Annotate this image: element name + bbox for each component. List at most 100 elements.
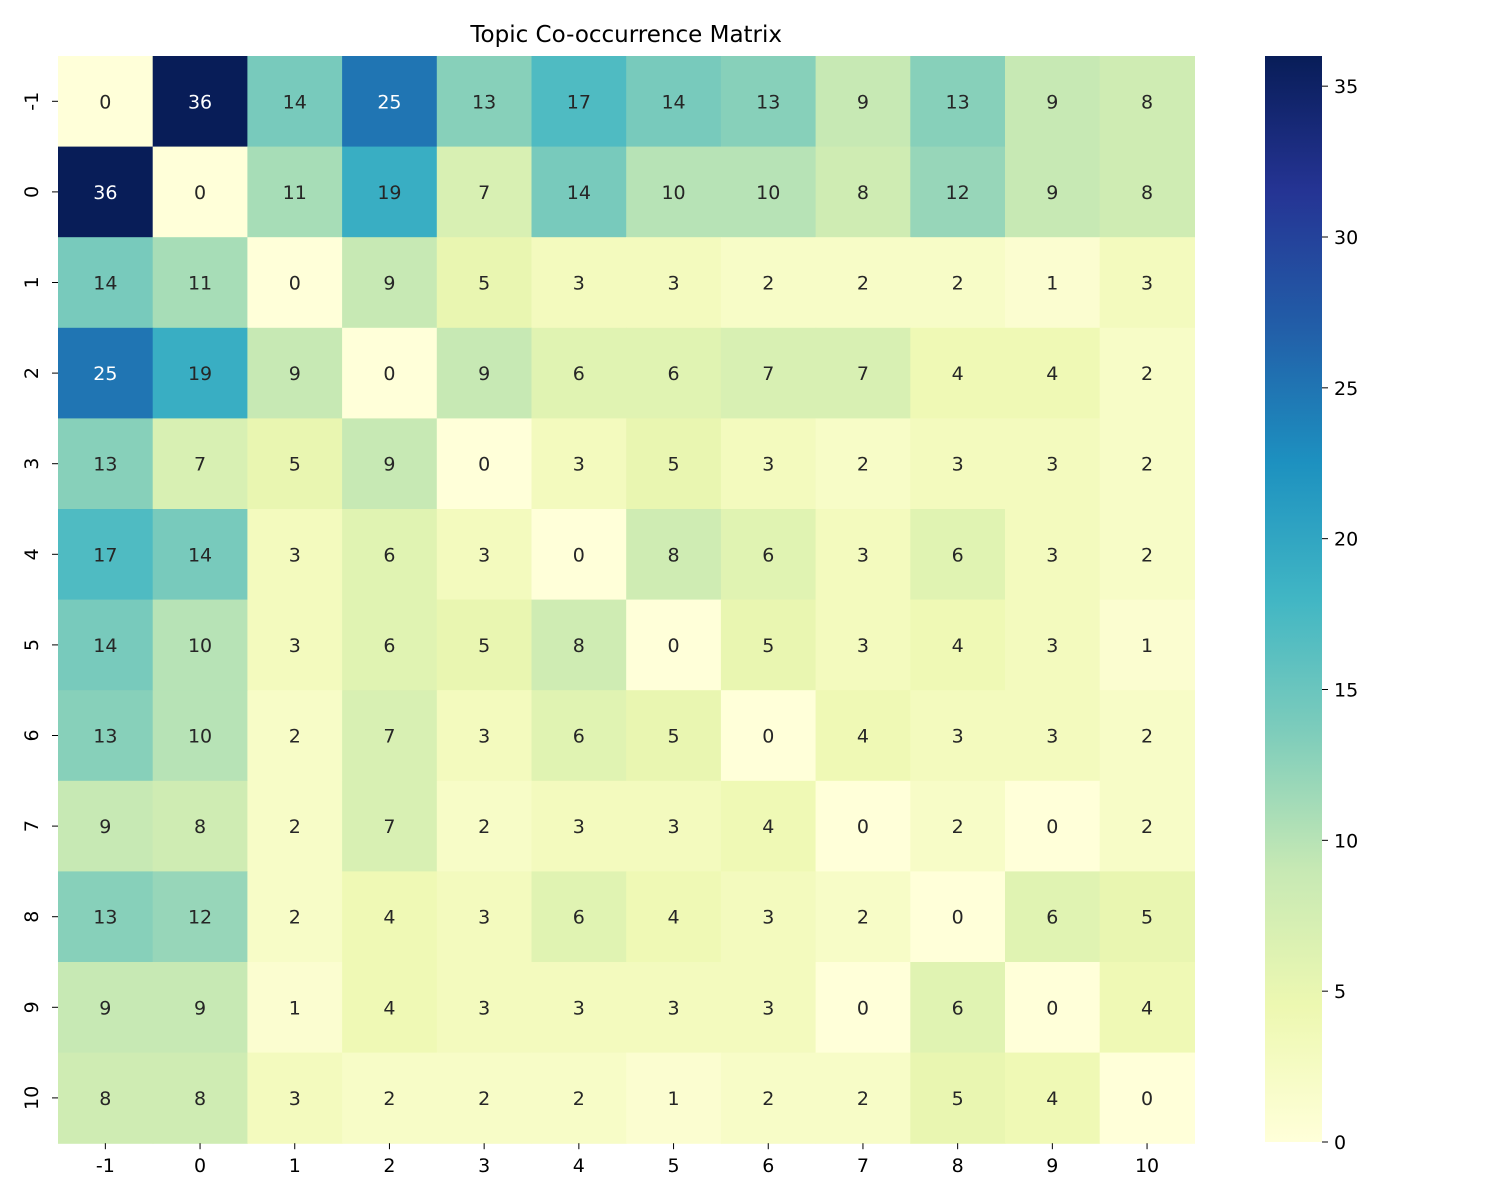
heatmap-cell	[342, 327, 438, 419]
colorbar-tick-label: 5	[1334, 981, 1346, 1003]
heatmap-cell	[1005, 962, 1101, 1054]
heatmap-cell	[342, 690, 438, 782]
cell-value-label: 2	[289, 907, 301, 929]
heatmap-cell	[1099, 509, 1195, 601]
heatmap-cell	[720, 509, 817, 601]
heatmap-cell	[815, 871, 911, 963]
cell-value-label: 4	[762, 816, 774, 838]
cell-value-label: 3	[762, 997, 774, 1019]
cell-value-label: 5	[478, 273, 490, 295]
cell-value-label: 0	[1046, 816, 1058, 838]
heatmap-cell	[1005, 780, 1101, 872]
cell-value-label: 12	[946, 182, 970, 204]
heatmap-cell	[626, 146, 722, 238]
cell-value-label: 1	[1046, 273, 1058, 295]
cell-value-label: 5	[952, 1088, 964, 1110]
cell-value-label: 0	[99, 91, 111, 113]
cell-value-label: 7	[194, 454, 206, 476]
heatmap-cell	[1099, 871, 1195, 963]
cell-value-label: 25	[93, 363, 117, 385]
colorbar-tick-label: 10	[1334, 830, 1358, 852]
y-tick-label: 1	[21, 276, 43, 288]
heatmap-cell	[815, 327, 911, 419]
heatmap-cell	[815, 690, 911, 782]
heatmap-cells	[58, 56, 1195, 1144]
heatmap-cell	[152, 1052, 248, 1144]
colorbar-tick-label: 0	[1334, 1132, 1346, 1154]
cell-value-label: 8	[573, 635, 585, 657]
cell-value-label: 14	[188, 544, 212, 566]
cell-value-label: 8	[99, 1088, 111, 1110]
x-tick-label: 8	[952, 1155, 964, 1177]
heatmap-cell	[436, 962, 533, 1054]
cell-value-label: 8	[194, 1088, 206, 1110]
heatmap-cell	[58, 599, 154, 691]
heatmap-cell	[436, 327, 533, 419]
cell-value-label: 14	[93, 635, 117, 657]
cell-value-label: 3	[289, 635, 301, 657]
heatmap-cell	[1099, 1052, 1195, 1144]
heatmap-cell	[626, 418, 722, 510]
cell-value-label: 4	[1046, 1088, 1058, 1110]
heatmap-cell	[58, 962, 154, 1054]
cell-value-label: 0	[383, 363, 395, 385]
heatmap-cell	[720, 871, 817, 963]
heatmap-cell	[1099, 599, 1195, 691]
heatmap-cell	[436, 418, 533, 510]
cell-value-label: 4	[383, 997, 395, 1019]
heatmap-cell	[436, 599, 533, 691]
x-tick-label: 1	[289, 1155, 301, 1177]
cell-value-label: 6	[1046, 907, 1058, 929]
x-tick-label: 9	[1046, 1155, 1058, 1177]
heatmap-cell	[815, 962, 911, 1054]
heatmap-cell	[531, 56, 627, 148]
y-tick-label: 10	[21, 1086, 43, 1110]
cell-value-label: 9	[99, 997, 111, 1019]
heatmap-cell	[720, 56, 817, 148]
heatmap-cell	[58, 56, 154, 148]
cell-value-label: 3	[478, 907, 490, 929]
cell-value-label: 19	[188, 363, 212, 385]
cell-value-label: 4	[668, 907, 680, 929]
cell-value-label: 7	[383, 726, 395, 748]
cell-value-label: 6	[573, 726, 585, 748]
cell-value-label: 9	[478, 363, 490, 385]
cell-value-label: 3	[857, 544, 869, 566]
heatmap-cell	[626, 327, 722, 419]
cell-value-label: 6	[383, 635, 395, 657]
colorbar-tick-label: 25	[1334, 378, 1358, 400]
heatmap-cell	[1005, 690, 1101, 782]
heatmap-cell	[531, 690, 627, 782]
heatmap-cell	[247, 599, 343, 691]
heatmap-cell	[1099, 690, 1195, 782]
cell-value-label: 6	[762, 544, 774, 566]
cell-value-label: 2	[952, 273, 964, 295]
cell-value-label: 3	[668, 997, 680, 1019]
cell-value-label: 2	[1141, 363, 1153, 385]
cell-value-label: 6	[573, 363, 585, 385]
colorbar	[1265, 56, 1322, 1142]
cell-value-label: 9	[1046, 91, 1058, 113]
heatmap-cell	[152, 962, 248, 1054]
cell-value-label: 13	[946, 91, 970, 113]
heatmap-cell	[531, 418, 627, 510]
heatmap-cell	[436, 871, 533, 963]
cell-value-label: 5	[668, 726, 680, 748]
heatmap-cell	[342, 871, 438, 963]
heatmap-cell	[910, 327, 1006, 419]
heatmap-cell	[531, 327, 627, 419]
heatmap-cell	[626, 237, 722, 329]
heatmap-cell	[58, 871, 154, 963]
heatmap-cell	[815, 418, 911, 510]
cell-value-label: 3	[478, 726, 490, 748]
heatmap-cell	[1099, 56, 1195, 148]
cell-value-label: 3	[289, 1088, 301, 1110]
cell-value-label: 3	[857, 635, 869, 657]
cell-value-label: 14	[93, 273, 117, 295]
heatmap-cell	[626, 56, 722, 148]
heatmap-cell	[626, 599, 722, 691]
cell-value-label: 13	[756, 91, 780, 113]
cell-value-label: 13	[93, 726, 117, 748]
